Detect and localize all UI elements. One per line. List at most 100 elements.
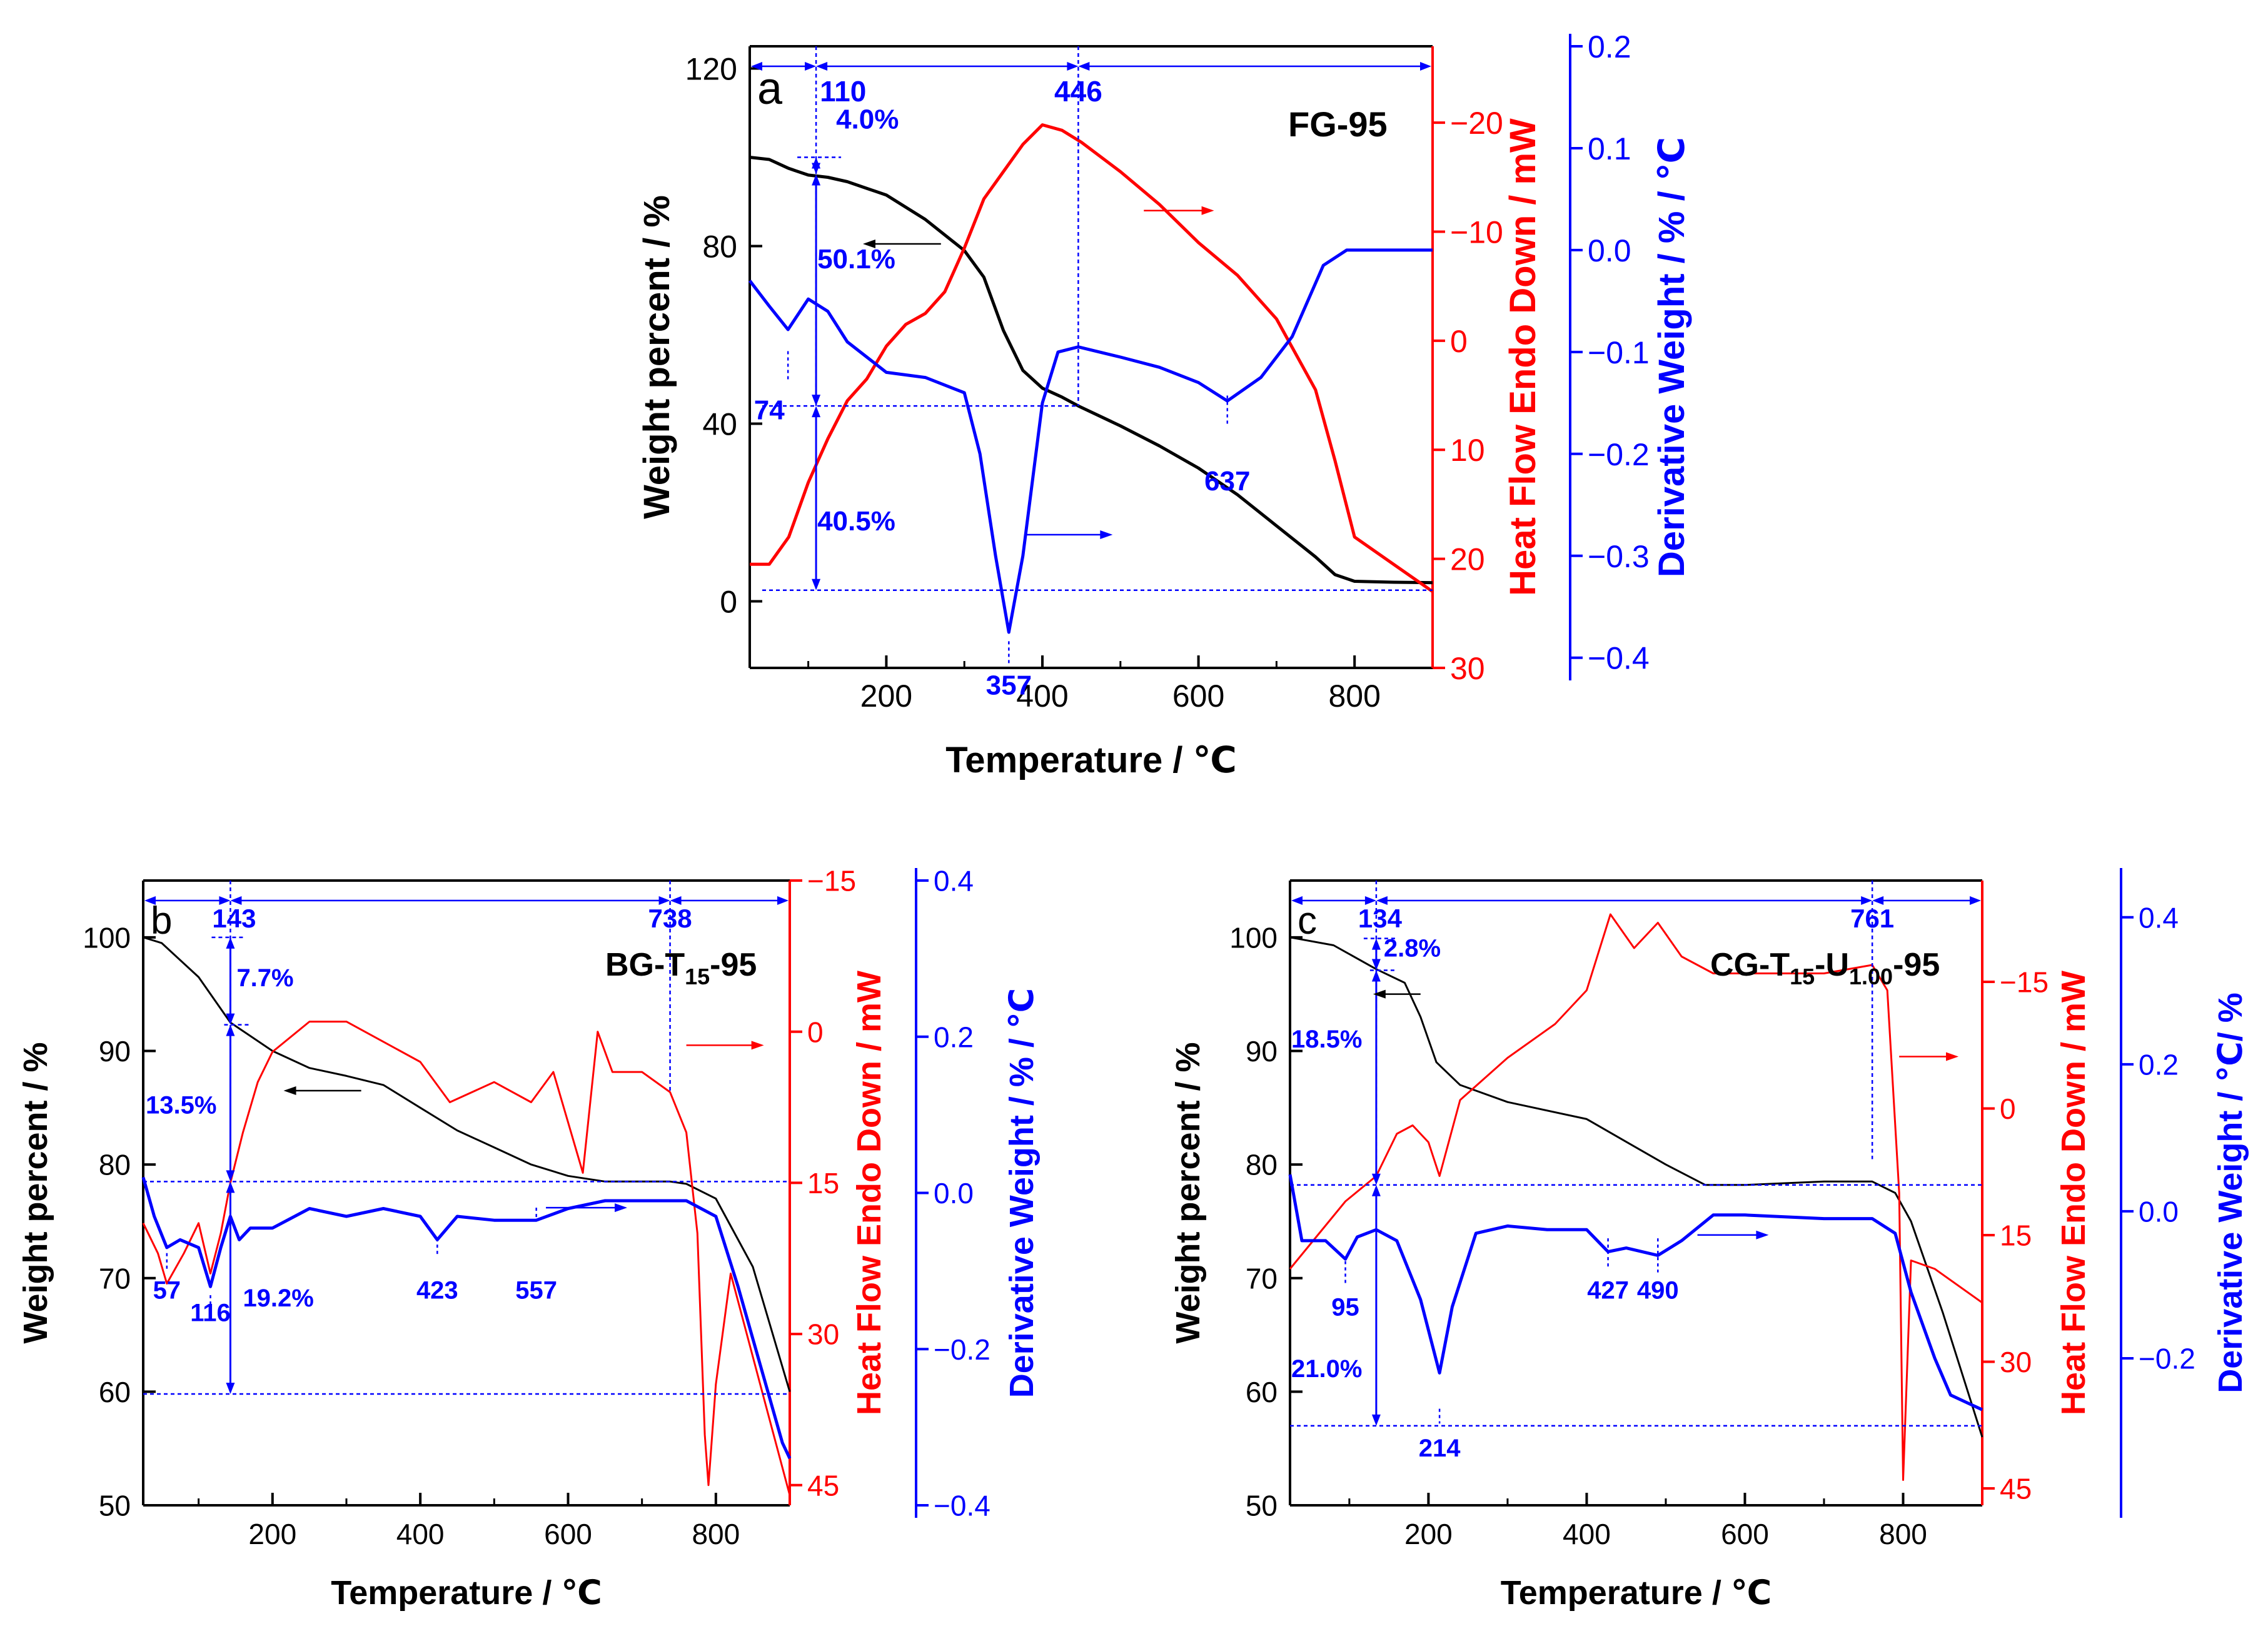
y-right2-tick-label: −0.2 (2139, 1343, 2195, 1375)
arrow-head-icon (226, 1024, 235, 1036)
arrow-head-icon (658, 896, 670, 905)
y-right1-tick-label: −15 (807, 865, 856, 897)
panel-letter: a (757, 64, 783, 114)
chart-title: FG-95 (1288, 104, 1388, 144)
series-heat-flow (1289, 913, 1983, 1481)
arrow-head-icon (144, 896, 156, 905)
peak-temp-label: 637 (1204, 466, 1250, 497)
peak-temp-label: 423 (416, 1276, 458, 1304)
x-tick-label: 400 (396, 1518, 445, 1550)
y-left-tick-label: 80 (99, 1149, 131, 1181)
arrow-head-icon (812, 578, 821, 590)
title-part: -95 (1893, 947, 1940, 983)
weight-loss-label: 2.8% (1384, 935, 1441, 962)
series-derivative (141, 1176, 792, 1460)
y-left-tick-label: 100 (1229, 921, 1278, 954)
y-right2-tick-label: 0.4 (2139, 901, 2179, 934)
peak-temp-label: 74 (754, 395, 785, 425)
arrow-head-icon (1364, 896, 1376, 905)
peak-temp-label: 214 (1419, 1435, 1461, 1462)
arrow-head-icon (751, 62, 762, 71)
peak-temp-label: 357 (986, 670, 1032, 701)
y-left-tick-label: 120 (685, 52, 737, 87)
arrow-head-icon (1201, 206, 1214, 215)
series-derivative (1288, 1174, 1983, 1411)
series-weight (1289, 936, 1983, 1438)
y-left-tick-label: 70 (1246, 1262, 1278, 1295)
arrow-head-icon (812, 406, 821, 418)
y-right1-tick-label: 0 (2000, 1093, 2016, 1125)
y-right2-tick-label: 0.1 (1588, 131, 1631, 166)
y-right2-tick-label: 0.2 (1588, 29, 1631, 64)
x-tick-label: 800 (1328, 679, 1380, 714)
arrow-head-icon (226, 1013, 235, 1025)
y-right2-tick-label: 0.2 (934, 1021, 974, 1053)
y-right1-tick-label: 10 (1450, 433, 1485, 468)
y-right1-tick-label: 30 (1450, 651, 1485, 686)
y-right2-tick-label: −0.2 (934, 1333, 990, 1366)
panel-c: 200 400 600 800 50 60 70 80 90 100 −15 0 15 30 45 0.4 0.… (1169, 868, 2249, 1612)
title-subscript: 1.00 (1849, 964, 1893, 989)
series-weight (749, 156, 1433, 585)
arrow-head-icon (805, 62, 817, 71)
y-left-tick-label: 40 (702, 407, 737, 442)
title-part: CG-T (1710, 947, 1790, 983)
arrow-head-icon (226, 937, 235, 949)
panel-letter: c (1298, 899, 1317, 942)
y-left-tick-label: 90 (99, 1035, 131, 1068)
title-subscript: 15 (685, 964, 710, 989)
y-right1-axis-label: Heat Flow Endo Down / mW (850, 971, 888, 1415)
arrow-head-icon (1420, 62, 1431, 71)
arrow-head-icon (226, 1181, 235, 1193)
x-tick-label: 600 (1172, 679, 1224, 714)
peak-temp-label: 116 (190, 1300, 231, 1327)
y-right2-axis-label: Derivative Weight / ℃/ % (2212, 992, 2249, 1393)
x-tick-label: 400 (1016, 679, 1068, 714)
y-left-tick-label: 70 (99, 1262, 131, 1295)
series-weight (143, 936, 791, 1392)
stage-temp-label: 761 (1850, 904, 1894, 933)
x-tick-label: 800 (1879, 1518, 1927, 1550)
stage-temp-label: 738 (648, 904, 692, 933)
arrow-head-icon (812, 395, 821, 406)
y-right2-tick-label: 0.0 (934, 1177, 974, 1209)
y-right2-tick-label: 0.4 (934, 865, 974, 897)
y-right1-tick-label: 20 (1450, 542, 1485, 577)
arrow-head-icon (812, 163, 821, 174)
peak-temp-label: 95 (1331, 1294, 1359, 1321)
arrow-head-icon (1861, 896, 1873, 905)
title-part: BG-T (605, 947, 685, 983)
y-right1-tick-label: 0 (1450, 324, 1468, 359)
y-right2-tick-label: −0.1 (1588, 335, 1650, 370)
y-left-tick-label: 0 (720, 585, 737, 620)
weight-loss-label: 21.0% (1291, 1355, 1362, 1383)
y-right2-tick-label: −0.4 (1588, 641, 1650, 676)
title-part: -U (1815, 947, 1849, 983)
peak-temp-label: 57 (153, 1276, 181, 1304)
y-right1-tick-label: 0 (807, 1016, 824, 1048)
weight-loss-label: 50.1% (817, 244, 895, 275)
y-right1-axis-label: Heat Flow Endo Down / mW (2055, 971, 2092, 1415)
y-right2-tick-label: −0.4 (934, 1490, 990, 1522)
y-right2-tick-label: 0.0 (1588, 233, 1631, 268)
x-tick-label: 200 (248, 1518, 296, 1550)
series-heat-flow (142, 1021, 791, 1496)
arrow-head-icon (1946, 1052, 1959, 1061)
x-tick-label: 600 (544, 1518, 592, 1550)
arrow-head-icon (670, 896, 682, 905)
y-right1-tick-label: 15 (2000, 1219, 2032, 1252)
x-axis-label: Temperature / ℃ (945, 740, 1237, 780)
y-right1-tick-label: 30 (2000, 1346, 2032, 1378)
arrow-head-icon (226, 1170, 235, 1182)
arrow-head-icon (1371, 938, 1381, 950)
x-axis-label: Temperature / ℃ (1501, 1574, 1772, 1612)
arrow-head-icon (1078, 62, 1090, 71)
arrow-head-icon (283, 1086, 296, 1096)
arrow-head-icon (219, 896, 231, 905)
arrow-head-icon (1291, 896, 1303, 905)
chart-title: CG-T15-U1.00-95 (1710, 947, 1940, 989)
y-left-axis-label: Weight percent / % (637, 195, 677, 519)
y-left-tick-label: 60 (1246, 1376, 1278, 1408)
weight-loss-label: 4.0% (836, 104, 899, 134)
